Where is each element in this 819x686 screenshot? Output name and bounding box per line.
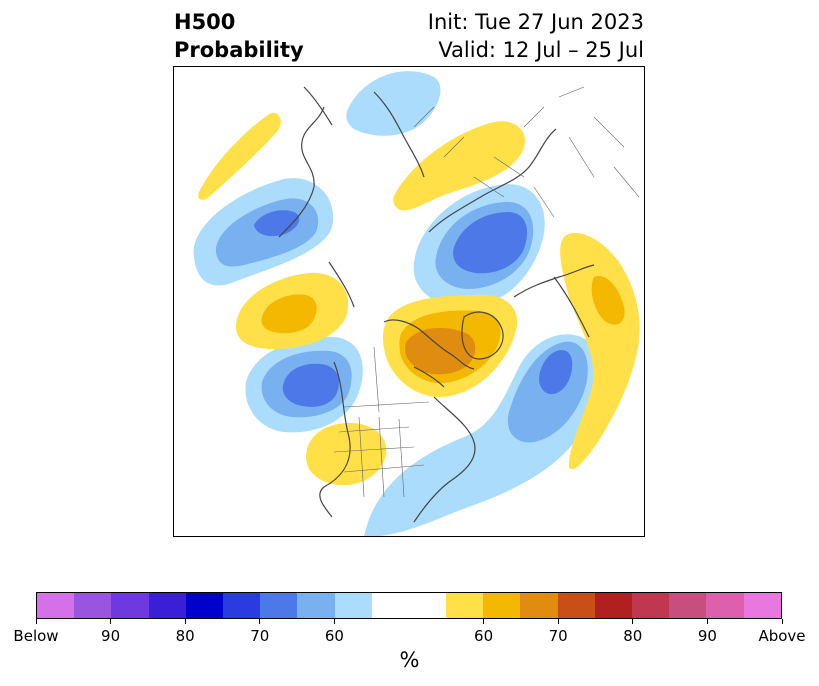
probability-colorbar (36, 592, 782, 619)
colorbar-segment (446, 593, 484, 618)
colorbar-tick-label: 70 (548, 627, 568, 645)
colorbar-tick (706, 619, 708, 624)
map-subtitle: Init: Tue 27 Jun 2023 Valid: 12 Jul – 25… (428, 8, 644, 64)
colorbar-tick-label: Below (13, 627, 59, 645)
colorbar-segment (408, 593, 447, 618)
colorbar-labels: Below 90 80 70 60 60 70 80 90 Above (0, 627, 819, 647)
colorbar-segment (111, 593, 149, 618)
colorbar-segment (74, 593, 112, 618)
colorbar-tick (35, 619, 37, 624)
above-anomaly-western-us (306, 422, 387, 486)
below-anomaly-atlantic (364, 334, 599, 536)
colorbar-tick-label: 60 (474, 627, 494, 645)
colorbar-segment (483, 593, 521, 618)
colorbar-tick-label: 80 (175, 627, 195, 645)
above-anomaly-alaska (235, 272, 349, 349)
colorbar-tick (557, 619, 559, 624)
coastlines (278, 86, 595, 523)
colorbar-segment (520, 593, 558, 618)
above-anomaly-arctic-canada (383, 295, 518, 397)
colorbar-segment (632, 593, 670, 618)
probability-map (193, 71, 640, 536)
colorbar-units: % (399, 648, 420, 672)
below-anomaly-pacific-south (245, 336, 363, 433)
colorbar-segment (706, 593, 744, 618)
init-date: Init: Tue 27 Jun 2023 (427, 10, 644, 34)
colorbar-tick-label: 80 (623, 627, 643, 645)
colorbar-segment (222, 593, 261, 618)
colorbar-tick (632, 619, 634, 624)
map-panel (173, 66, 645, 537)
title-product: Probability (174, 38, 304, 62)
political-borders (333, 86, 640, 498)
colorbar-segment (743, 593, 781, 618)
colorbar-segment (371, 593, 409, 618)
colorbar-segment (260, 593, 298, 618)
above-anomaly-east-siberia (560, 232, 640, 470)
colorbar-segment (594, 593, 632, 618)
colorbar-ticks (35, 619, 783, 629)
colorbar-segment (557, 593, 595, 618)
colorbar-tick (110, 619, 112, 624)
title-variable: H500 (174, 10, 236, 34)
below-anomaly-greenland-sea (346, 71, 441, 136)
valid-period: Valid: 12 Jul – 25 Jul (438, 38, 644, 62)
below-anomaly-pacific-north (193, 178, 334, 286)
colorbar-tick (184, 619, 186, 624)
colorbar-tick-label: 90 (697, 627, 717, 645)
colorbar-tick-label: 60 (324, 627, 344, 645)
map-title: H500 Probability (174, 8, 304, 64)
above-anomaly-barents (393, 121, 525, 211)
colorbar-segment (669, 593, 707, 618)
colorbar-segment (148, 593, 186, 618)
colorbar-tick (483, 619, 485, 624)
colorbar-tick (781, 619, 783, 624)
colorbar-tick (333, 619, 335, 624)
above-anomaly-pacific-arc (198, 112, 281, 200)
colorbar-segment (37, 593, 75, 618)
colorbar-tick (259, 619, 261, 624)
colorbar-segment (185, 593, 223, 618)
colorbar-tick-label: 90 (101, 627, 121, 645)
colorbar-tick-label: Above (758, 627, 806, 645)
colorbar-tick-label: 70 (250, 627, 270, 645)
colorbar-segment (334, 593, 372, 618)
below-anomaly-siberia (413, 184, 545, 308)
colorbar-segment (297, 593, 335, 618)
